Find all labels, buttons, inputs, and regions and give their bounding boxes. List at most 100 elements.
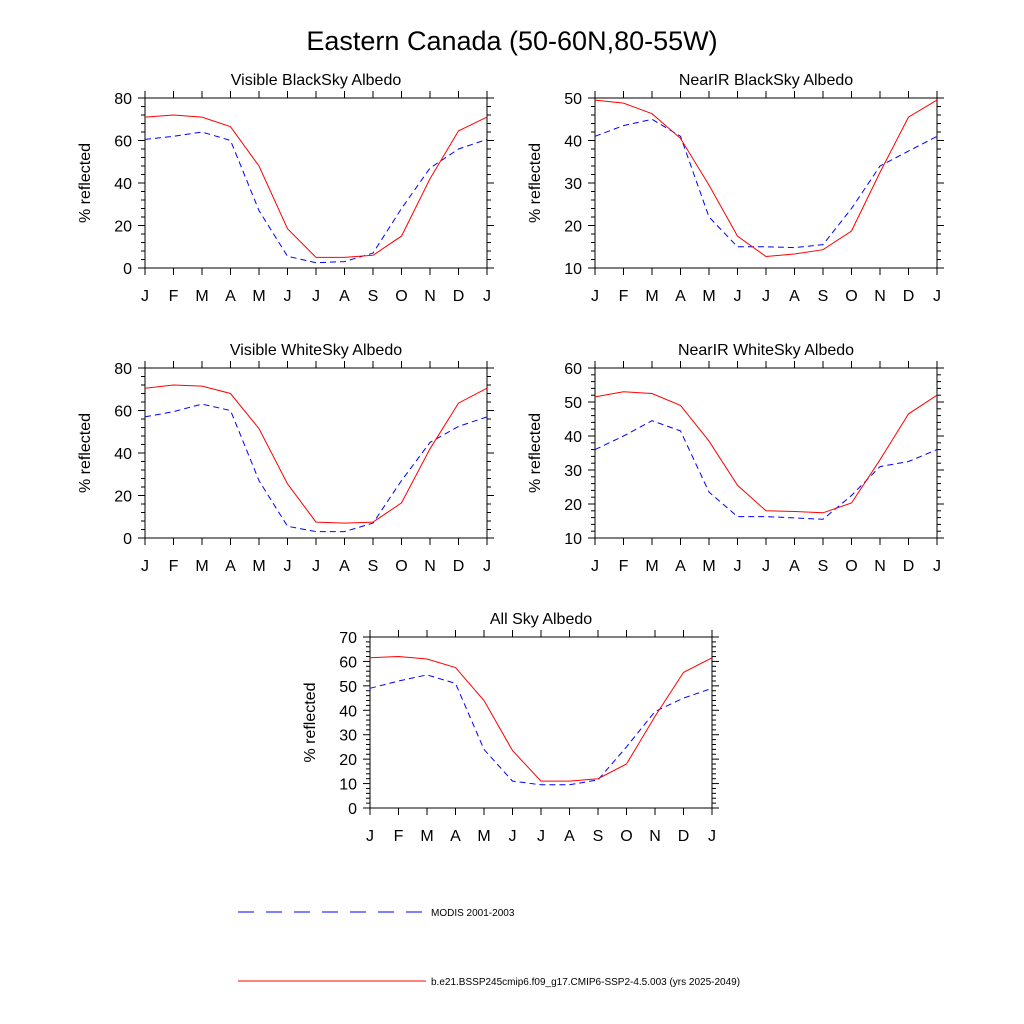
x-tick-label: J <box>537 828 545 845</box>
x-tick-label: J <box>762 288 770 305</box>
x-tick-label: N <box>424 288 436 305</box>
plot-frame <box>594 97 938 269</box>
x-tick-label: J <box>312 558 320 575</box>
x-tick-label: S <box>818 288 829 305</box>
x-tick-label: D <box>903 288 915 305</box>
y-axis-label: % reflected <box>527 143 544 223</box>
y-tick-label: 40 <box>564 429 582 446</box>
y-tick-label: 50 <box>339 679 357 696</box>
y-tick-label: 20 <box>564 497 582 514</box>
y-tick-label: 60 <box>564 361 582 378</box>
x-tick-label: J <box>734 558 742 575</box>
y-tick-label: 10 <box>564 531 582 548</box>
y-tick-label: 20 <box>114 489 132 506</box>
x-tick-label: S <box>593 828 604 845</box>
x-tick-label: D <box>453 288 465 305</box>
x-tick-label: O <box>395 558 407 575</box>
x-tick-label: J <box>509 828 517 845</box>
y-axis-label: % reflected <box>302 682 319 762</box>
y-tick-label: 30 <box>564 463 582 480</box>
y-tick-label: 10 <box>564 261 582 278</box>
y-tick-label: 40 <box>339 703 357 720</box>
series-line-model <box>369 655 713 782</box>
series-line-model <box>594 391 938 514</box>
x-tick-label: F <box>394 828 404 845</box>
x-tick-label: O <box>845 288 857 305</box>
y-tick-label: 0 <box>123 531 132 548</box>
panel-1: Visible BlackSky Albedo % reflected 0 20 40 6… <box>77 72 494 305</box>
panels: Visible BlackSky Albedo % reflected 0 20 40 6… <box>77 72 944 845</box>
panel-title: Visible WhiteSky Albedo <box>230 342 402 359</box>
x-tick-label: F <box>169 288 179 305</box>
x-tick-label: A <box>339 288 350 305</box>
x-tick-label: J <box>708 828 716 845</box>
legend-model-label: b.e21.BSSP245cmip6.f09_g17.CMIP6-SSP2-4.… <box>431 977 740 988</box>
panel-title: NearIR BlackSky Albedo <box>679 72 853 89</box>
x-tick-label: S <box>368 558 379 575</box>
panel-title: All Sky Albedo <box>490 611 592 628</box>
x-tick-label: A <box>564 828 575 845</box>
x-tick-label: M <box>645 558 658 575</box>
series-line-modis <box>594 118 938 249</box>
y-tick-label: 20 <box>114 219 132 236</box>
y-tick-label: 40 <box>114 176 132 193</box>
y-axis-label: % reflected <box>77 413 94 493</box>
y-tick-label: 50 <box>564 395 582 412</box>
panel-5: All Sky Albedo % reflected 0 10 20 30 40 50 60 70… <box>302 611 719 845</box>
x-tick-label: A <box>225 558 236 575</box>
x-tick-label: N <box>649 828 661 845</box>
series-line-modis <box>369 674 713 786</box>
y-tick-label: 60 <box>114 134 132 151</box>
y-tick-label: 30 <box>339 728 357 745</box>
series-line-modis <box>594 420 938 520</box>
panel-title: Visible BlackSky Albedo <box>231 72 402 89</box>
x-tick-label: A <box>789 288 800 305</box>
x-tick-label: D <box>453 558 465 575</box>
x-tick-label: S <box>368 288 379 305</box>
x-tick-label: J <box>141 288 149 305</box>
x-tick-label: M <box>702 558 715 575</box>
y-tick-label: 30 <box>564 176 582 193</box>
y-tick-label: 40 <box>114 446 132 463</box>
series-line-modis <box>144 131 488 264</box>
x-tick-label: F <box>169 558 179 575</box>
x-tick-label: J <box>366 828 374 845</box>
series-line-model <box>144 114 488 258</box>
x-tick-label: J <box>483 288 491 305</box>
panel-2: NearIR BlackSky Albedo % reflected 10 20 30 4… <box>527 72 944 305</box>
y-tick-label: 10 <box>339 777 357 794</box>
y-tick-label: 60 <box>114 404 132 421</box>
x-tick-label: M <box>477 828 490 845</box>
y-tick-label: 0 <box>348 801 357 818</box>
x-tick-label: J <box>284 288 292 305</box>
y-tick-label: 20 <box>564 219 582 236</box>
x-tick-label: N <box>424 558 436 575</box>
x-tick-label: N <box>874 288 886 305</box>
x-tick-label: M <box>252 558 265 575</box>
panel-3: Visible WhiteSky Albedo % reflected 0 20 40 6… <box>77 342 494 575</box>
x-tick-label: F <box>619 288 629 305</box>
x-tick-label: A <box>225 288 236 305</box>
y-tick-label: 20 <box>339 752 357 769</box>
y-tick-label: 0 <box>123 261 132 278</box>
x-tick-label: M <box>195 288 208 305</box>
x-tick-label: N <box>874 558 886 575</box>
legend-obs-label: MODIS 2001-2003 <box>431 908 515 919</box>
figure-title: Eastern Canada (50-60N,80-55W) <box>306 26 717 56</box>
x-tick-label: O <box>395 288 407 305</box>
panel-title: NearIR WhiteSky Albedo <box>678 342 854 359</box>
x-tick-label: A <box>789 558 800 575</box>
plot-frame <box>144 97 488 269</box>
y-tick-label: 50 <box>564 91 582 108</box>
series-line-modis <box>144 403 488 533</box>
x-tick-label: J <box>933 558 941 575</box>
x-tick-label: M <box>702 288 715 305</box>
x-tick-label: O <box>845 558 857 575</box>
x-tick-label: M <box>645 288 658 305</box>
x-tick-label: A <box>450 828 461 845</box>
x-tick-label: O <box>620 828 632 845</box>
x-tick-label: M <box>195 558 208 575</box>
x-tick-label: J <box>734 288 742 305</box>
legend: MODIS 2001-2003 b.e21.BSSP245cmip6.f09_g… <box>238 908 740 988</box>
